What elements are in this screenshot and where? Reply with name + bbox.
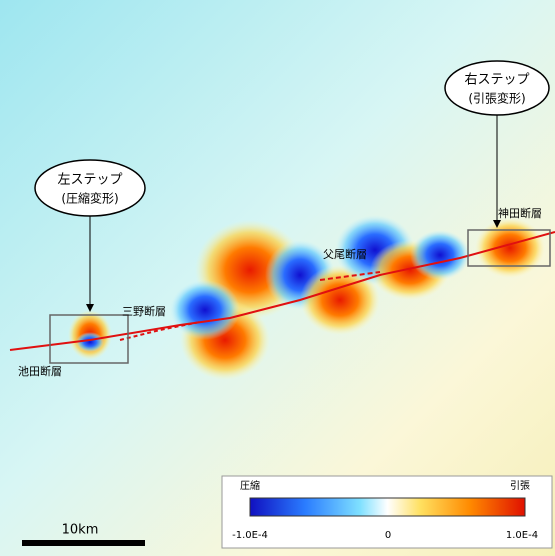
fault-label: 三野断層 bbox=[122, 304, 166, 318]
fault-label: 神田断層 bbox=[498, 206, 542, 220]
colorbar-tick: 1.0E-4 bbox=[506, 530, 538, 541]
colorbar-label: 引張 bbox=[510, 480, 530, 492]
callout-title: 右ステップ bbox=[464, 73, 529, 88]
callout-subtitle: (引張変形) bbox=[468, 91, 525, 106]
scale-label: 10km bbox=[62, 523, 99, 538]
colorbar-tick: -1.0E-4 bbox=[232, 530, 268, 541]
callout-title: 左ステップ bbox=[57, 173, 122, 188]
callout-subtitle: (圧縮変形) bbox=[61, 191, 118, 206]
colorbar-label: 圧縮 bbox=[240, 479, 260, 492]
map: 左ステップ (圧縮変形) 右ステップ (引張変形) 池田断層 三野断層 父尾断層… bbox=[0, 0, 555, 556]
fault-label: 池田断層 bbox=[18, 364, 62, 378]
fault-label: 父尾断層 bbox=[323, 247, 367, 261]
colorbar-tick: 0 bbox=[385, 530, 391, 541]
colorbar: 圧縮 引張 -1.0E-4 0 1.0E-4 bbox=[222, 476, 552, 548]
